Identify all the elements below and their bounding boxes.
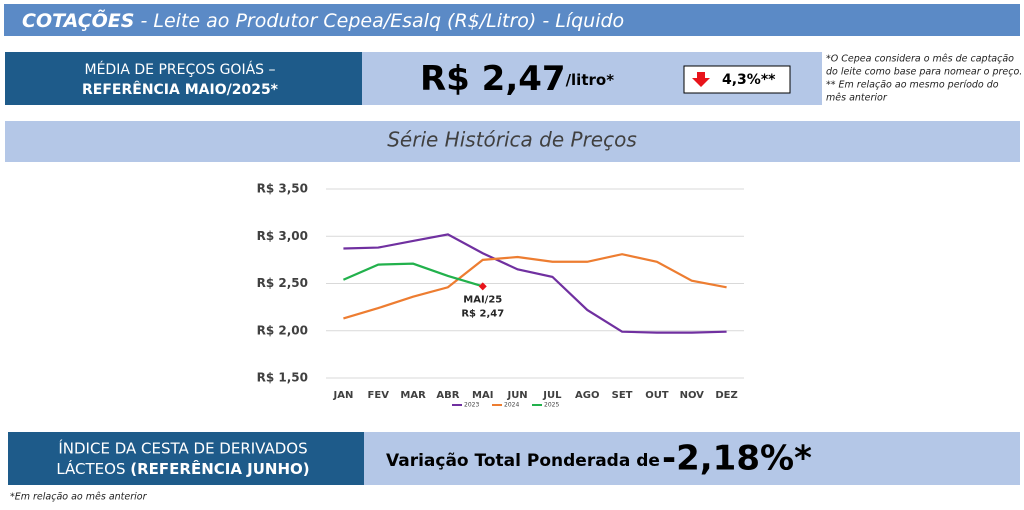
footer-label-box <box>8 432 364 485</box>
x-tick-label: ABR <box>436 390 459 401</box>
line <box>342 262 484 288</box>
x-tick-label: AGO <box>575 390 599 401</box>
note: do leite como base para nomear o preço. <box>826 67 1022 78</box>
y-tick-label: R$ 1,50 <box>257 371 308 385</box>
footer-label-a: LÁCTEOS <box>56 459 130 478</box>
chart-title-bar <box>5 121 1020 162</box>
x-tick-label: JUL <box>542 390 562 401</box>
footer-value-box <box>364 432 1020 485</box>
legend-label: 2024 <box>504 402 519 409</box>
footer-label-b: (REFERÊNCIA JUNHO) <box>130 459 309 478</box>
line <box>343 253 727 320</box>
change: 4,3%** <box>722 72 776 88</box>
x-tick-label: MAR <box>400 390 426 401</box>
down-arrow <box>692 72 710 87</box>
x-tick-label: OUT <box>645 390 669 401</box>
header-subtitle: - Leite ao Produtor Cepea/Esalq (R$/Litr… <box>134 10 624 32</box>
highlight-marker <box>478 282 487 291</box>
x-tick-label: NOV <box>680 390 705 401</box>
y-tick-label: R$ 2,50 <box>257 276 308 290</box>
header-bar <box>4 4 1020 36</box>
x-tick-label: SET <box>612 390 633 401</box>
chart-title: Série Histórica de Preços <box>387 128 637 152</box>
price: R$ 2,47/litro* <box>420 59 614 99</box>
x-tick-label: JAN <box>332 390 353 401</box>
y-tick-label: R$ 2,00 <box>257 323 308 337</box>
summary-label: REFERÊNCIA MAIO/2025* <box>82 81 279 98</box>
footer-label: LÁCTEOS (REFERÊNCIA JUNHO) <box>56 459 309 478</box>
legend-label: 2025 <box>544 402 559 409</box>
y-tick-label: R$ 3,50 <box>257 182 308 196</box>
footer-note: *Em relação ao mês anterior <box>10 492 148 503</box>
price-unit: /litro* <box>566 71 615 89</box>
plot: R$ 1,50 R$ 2,00 R$ 2,50 R$ 3,00 R$ 3,50 JAN FE… <box>257 182 744 409</box>
note: mês anterior <box>826 93 888 104</box>
price-value: R$ 2,47 <box>420 59 566 99</box>
summary-label-box <box>5 52 362 105</box>
change-box <box>683 65 791 94</box>
x-tick-label: FEV <box>368 390 390 401</box>
header-title: COTAÇÕES <box>22 8 134 32</box>
x-tick-label: MAI <box>472 390 493 401</box>
header-text: COTAÇÕES - Leite ao Produtor Cepea/Esalq… <box>22 8 624 32</box>
summary-label: MÉDIA DE PREÇOS GOIÁS – <box>85 61 276 78</box>
legend-label: 2023 <box>464 402 479 409</box>
x-tick-label: JUN <box>506 390 527 401</box>
x-tick-label: DEZ <box>715 390 737 401</box>
variation: -2,18%* <box>662 439 812 479</box>
line <box>343 233 727 334</box>
footer-label: ÍNDICE DA CESTA DE DERIVADOS <box>58 439 307 458</box>
variation-label: Variação Total Ponderada de <box>386 451 660 471</box>
annotation: R$ 2,47 <box>461 308 504 319</box>
note: ** Em relação ao mesmo período do <box>826 80 999 91</box>
note: *O Cepea considera o mês de captação <box>826 54 1014 65</box>
annotation: MAI/25 <box>463 294 502 305</box>
y-tick-label: R$ 3,00 <box>257 229 308 243</box>
